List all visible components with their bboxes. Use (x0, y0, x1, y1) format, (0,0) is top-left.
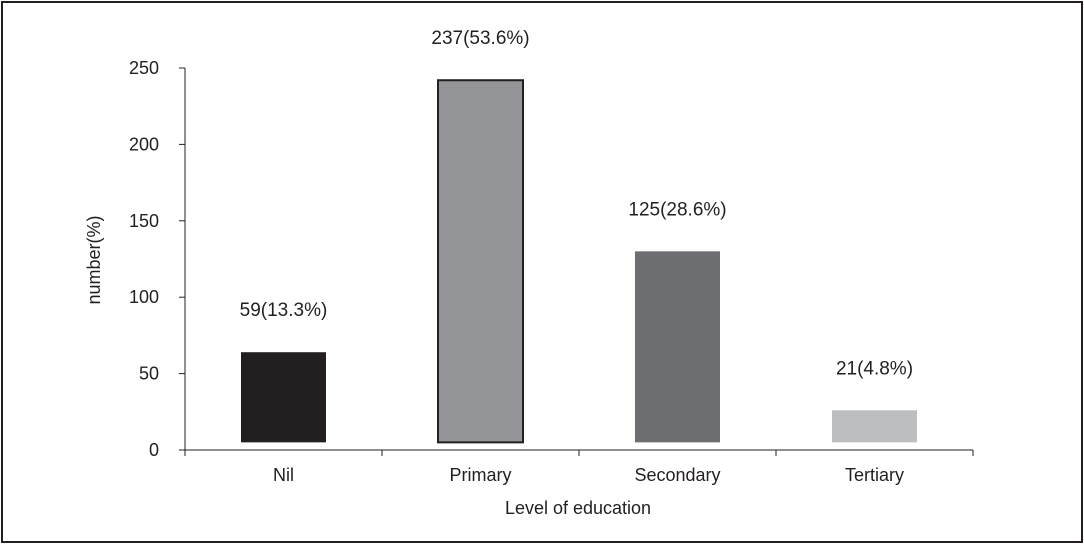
bar-secondary (635, 251, 720, 443)
bar-nil (241, 352, 326, 443)
bar-primary (437, 79, 524, 444)
data-label: 59(13.3%) (240, 300, 328, 321)
y-tick-label: 250 (129, 58, 159, 78)
bar-tertiary (832, 410, 917, 443)
y-axis-title: number(%) (84, 215, 104, 304)
y-tick-label: 100 (129, 287, 159, 307)
x-tick-label: Secondary (634, 465, 720, 485)
y-tick-label: 150 (129, 211, 159, 231)
bars-layer (241, 79, 917, 444)
y-tick-label: 200 (129, 134, 159, 154)
labels-layer: Nil 59(13.3%) Primary 237(53.6%) Secondary 12… (240, 28, 913, 485)
data-label: 21(4.8%) (836, 358, 913, 379)
x-tick-label: Primary (450, 465, 512, 485)
x-axis-title: Level of education (505, 498, 651, 518)
x-tick-label: Nil (273, 465, 294, 485)
data-label: 237(53.6%) (431, 28, 529, 49)
y-tick-label: 50 (139, 364, 159, 384)
x-tick-label: Tertiary (845, 465, 904, 485)
axes-layer: 0 50 100 150 200 250 (129, 58, 974, 460)
y-tick-label: 0 (149, 440, 159, 460)
data-label: 125(28.6%) (628, 199, 726, 220)
